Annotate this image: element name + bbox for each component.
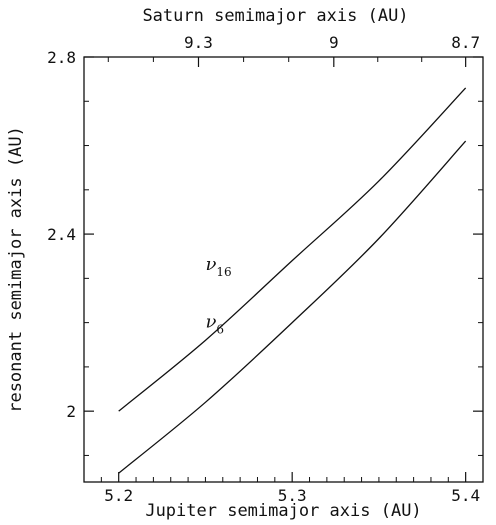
x-tick-label: 5.4 xyxy=(451,486,480,505)
y-tick-label: 2 xyxy=(66,402,76,421)
series-label-ν6: ν6 xyxy=(205,312,224,337)
y-tick-label: 2.8 xyxy=(47,48,76,67)
y-axis-title: resonant semimajor axis (AU) xyxy=(6,126,26,413)
top-tick-label: 9 xyxy=(329,33,339,52)
top-tick-label: 9.3 xyxy=(184,33,213,52)
x-axis-title: Jupiter semimajor axis (AU) xyxy=(145,501,421,521)
x-tick-label: 5.3 xyxy=(278,486,307,505)
ticks-layer: 5.2 5.3 5.4 9.3 9 8.7 2 2.4 2.8 xyxy=(47,33,483,505)
curves-layer xyxy=(118,87,467,474)
top-axis-title: Saturn semimajor axis (AU) xyxy=(142,6,408,26)
series-label-ν16: ν16 xyxy=(205,254,231,279)
plot-frame xyxy=(83,56,484,483)
labels-layer: ν16 ν6 xyxy=(205,254,231,337)
x-tick-label: 5.2 xyxy=(104,486,133,505)
y-tick-label: 2.4 xyxy=(47,225,76,244)
top-tick-label: 8.7 xyxy=(451,33,480,52)
series-line-ν16 xyxy=(118,87,467,412)
series-line-ν6 xyxy=(118,140,467,474)
